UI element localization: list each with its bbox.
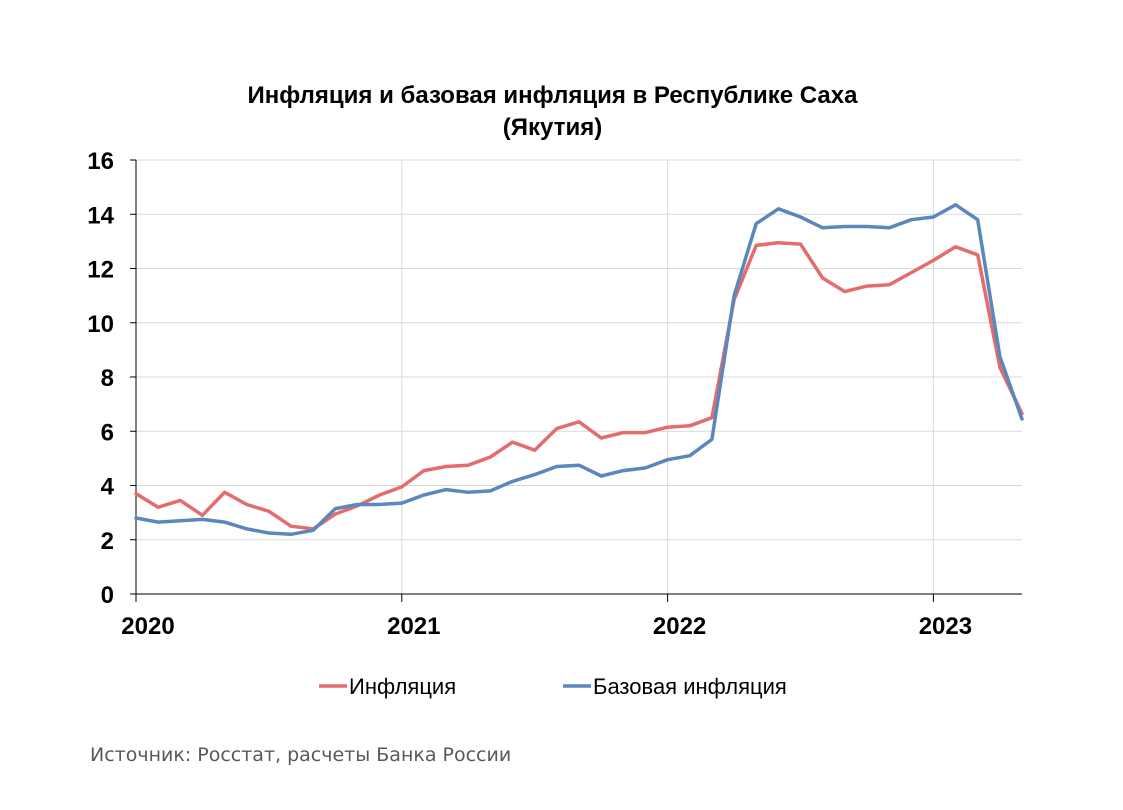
y-tick-label: 12 [87, 257, 114, 284]
grid-lines [136, 159, 1022, 594]
y-tick-label: 16 [87, 148, 114, 175]
axes [130, 159, 1022, 602]
x-tick-label: 2023 [919, 613, 972, 640]
legend-label-inflation: Инфляция [349, 674, 456, 699]
series-line-core-inflation [134, 203, 1024, 537]
legend: Инфляция Базовая инфляция [319, 674, 787, 699]
x-tick-labels: 2020 2021 2022 2023 [121, 613, 972, 640]
x-tick-label: 2021 [387, 613, 440, 640]
series-line-inflation [134, 240, 1024, 531]
x-tick-label: 2022 [653, 613, 706, 640]
y-tick-label: 10 [87, 311, 114, 338]
source-note: Источник: Росстат, расчеты Банка России [90, 744, 512, 766]
chart-title-line1: Инфляция и базовая инфляция в Республике… [247, 82, 858, 109]
chart-title-line2: (Якутия) [502, 114, 603, 141]
line-chart: 0 2 4 6 8 10 12 14 16 2020 2021 2022 2023 Инфляция Б… [87, 148, 1024, 699]
series-lines [134, 203, 1024, 537]
legend-label-core-inflation: Базовая инфляция [593, 674, 787, 699]
y-tick-label: 4 [101, 474, 115, 501]
y-tick-label: 6 [101, 419, 114, 446]
chart-title: Инфляция и базовая инфляция в Республике… [0, 80, 1105, 144]
x-tick-label: 2020 [121, 613, 174, 640]
y-tick-labels: 0 2 4 6 8 10 12 14 16 [87, 148, 114, 609]
y-tick-label: 2 [101, 528, 114, 555]
y-tick-label: 14 [87, 202, 114, 229]
y-tick-label: 8 [101, 365, 114, 392]
y-tick-label: 0 [101, 582, 114, 609]
